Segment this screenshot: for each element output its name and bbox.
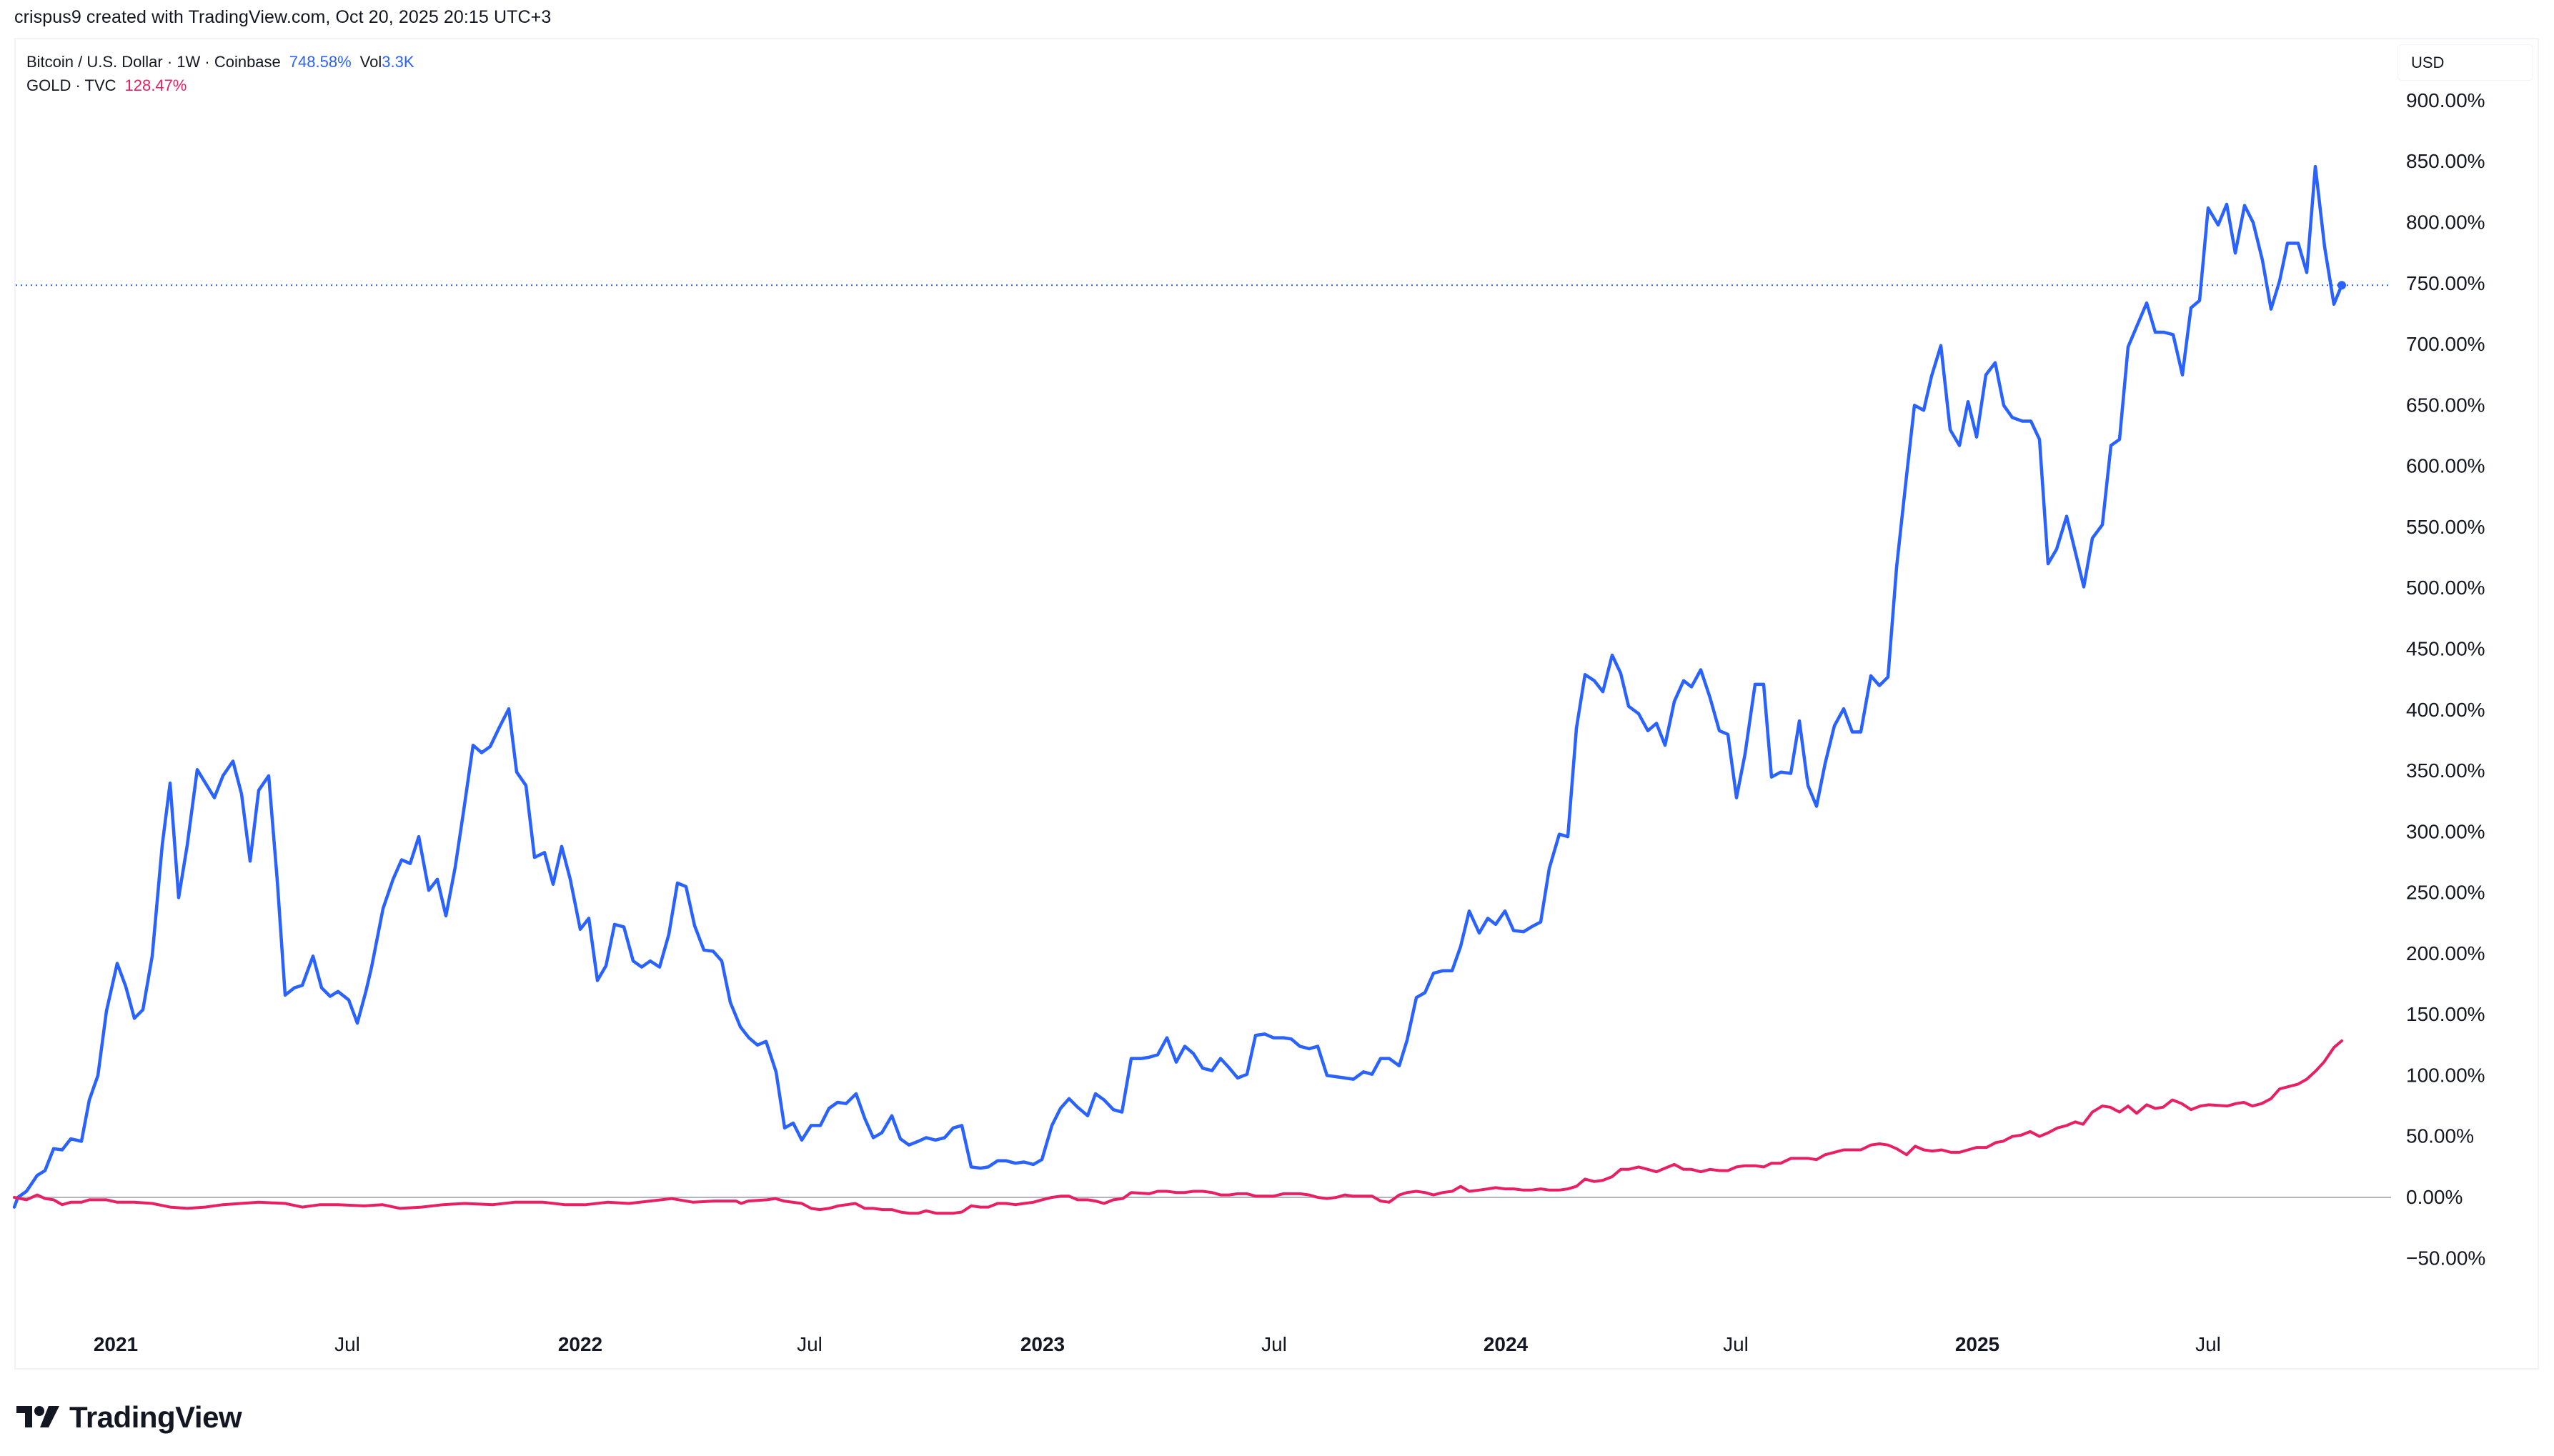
time-axis-label: 2022 bbox=[558, 1333, 602, 1355]
price-axis-label: 550.00% bbox=[2406, 516, 2485, 538]
series-lines bbox=[12, 164, 2346, 1215]
tradingview-logo-text: TradingView bbox=[69, 1400, 242, 1434]
currency-selector[interactable]: USD bbox=[2398, 44, 2533, 81]
price-axis-label: 800.00% bbox=[2406, 211, 2485, 234]
time-axis-label: Jul bbox=[2195, 1333, 2221, 1355]
legend-row-gold[interactable]: GOLD · TVC 128.47% bbox=[26, 74, 414, 97]
tradingview-logo-icon bbox=[16, 1406, 59, 1427]
price-axis-label: 700.00% bbox=[2406, 333, 2485, 355]
legend-vol-value: 3.3K bbox=[382, 53, 414, 71]
chart-caption: crispus9 created with TradingView.com, O… bbox=[14, 7, 552, 27]
legend-row-btc[interactable]: Bitcoin / U.S. Dollar · 1W · Coinbase 74… bbox=[26, 50, 414, 74]
gold-series-line bbox=[13, 1039, 2343, 1215]
legend-btc-name: Bitcoin / U.S. Dollar · 1W · Coinbase bbox=[26, 53, 281, 71]
price-axis-label: 250.00% bbox=[2406, 882, 2485, 904]
time-axis-label: 2021 bbox=[94, 1333, 138, 1355]
price-axis-label: 100.00% bbox=[2406, 1064, 2485, 1086]
legend-vol-label: Vol bbox=[359, 53, 382, 71]
price-axis-label: 500.00% bbox=[2406, 577, 2485, 599]
tradingview-logo[interactable]: TradingView bbox=[16, 1400, 242, 1435]
time-axis-label: Jul bbox=[1261, 1333, 1287, 1355]
legend: Bitcoin / U.S. Dollar · 1W · Coinbase 74… bbox=[26, 50, 414, 97]
price-axis-label: −50.00% bbox=[2406, 1247, 2485, 1269]
price-axis-label: 150.00% bbox=[2406, 1003, 2485, 1025]
price-axis-label: 50.00% bbox=[2406, 1125, 2474, 1147]
price-axis-label: 300.00% bbox=[2406, 820, 2485, 842]
price-axis-label: 200.00% bbox=[2406, 942, 2485, 964]
price-axis-label: 0.00% bbox=[2406, 1186, 2463, 1208]
time-axis-ticks[interactable]: 2021 Jul 2022 Jul 2023 Jul 2024 Jul 2025 Jul bbox=[94, 1333, 2221, 1355]
price-axis-label: 450.00% bbox=[2406, 637, 2485, 659]
time-axis-label: 2025 bbox=[1955, 1333, 1999, 1355]
time-axis-label: Jul bbox=[334, 1333, 360, 1355]
price-axis-label: 750.00% bbox=[2406, 272, 2485, 294]
time-axis-label: Jul bbox=[797, 1333, 823, 1355]
legend-gold-name: GOLD · TVC bbox=[26, 76, 116, 94]
currency-label: USD bbox=[2411, 53, 2445, 71]
price-axis-label: 850.00% bbox=[2406, 150, 2485, 172]
price-axis-label: 900.00% bbox=[2406, 89, 2485, 111]
time-axis-label: 2023 bbox=[1020, 1333, 1065, 1355]
time-axis-label: Jul bbox=[1723, 1333, 1749, 1355]
price-axis-label: 600.00% bbox=[2406, 455, 2485, 477]
price-axis-label: 650.00% bbox=[2406, 394, 2485, 416]
price-axis-ticks[interactable]: 900.00% 850.00% 800.00% 750.00% 700.00% 650.0… bbox=[2406, 89, 2485, 1269]
legend-gold-value: 128.47% bbox=[124, 76, 187, 94]
legend-btc-value: 748.58% bbox=[289, 53, 352, 71]
time-axis-label: 2024 bbox=[1484, 1333, 1529, 1355]
price-axis-label: 400.00% bbox=[2406, 699, 2485, 721]
price-axis-label: 350.00% bbox=[2406, 759, 2485, 782]
btc-last-point-dot bbox=[2337, 281, 2346, 290]
chart-frame bbox=[14, 38, 2539, 1370]
btc-series-line bbox=[12, 164, 2344, 1209]
